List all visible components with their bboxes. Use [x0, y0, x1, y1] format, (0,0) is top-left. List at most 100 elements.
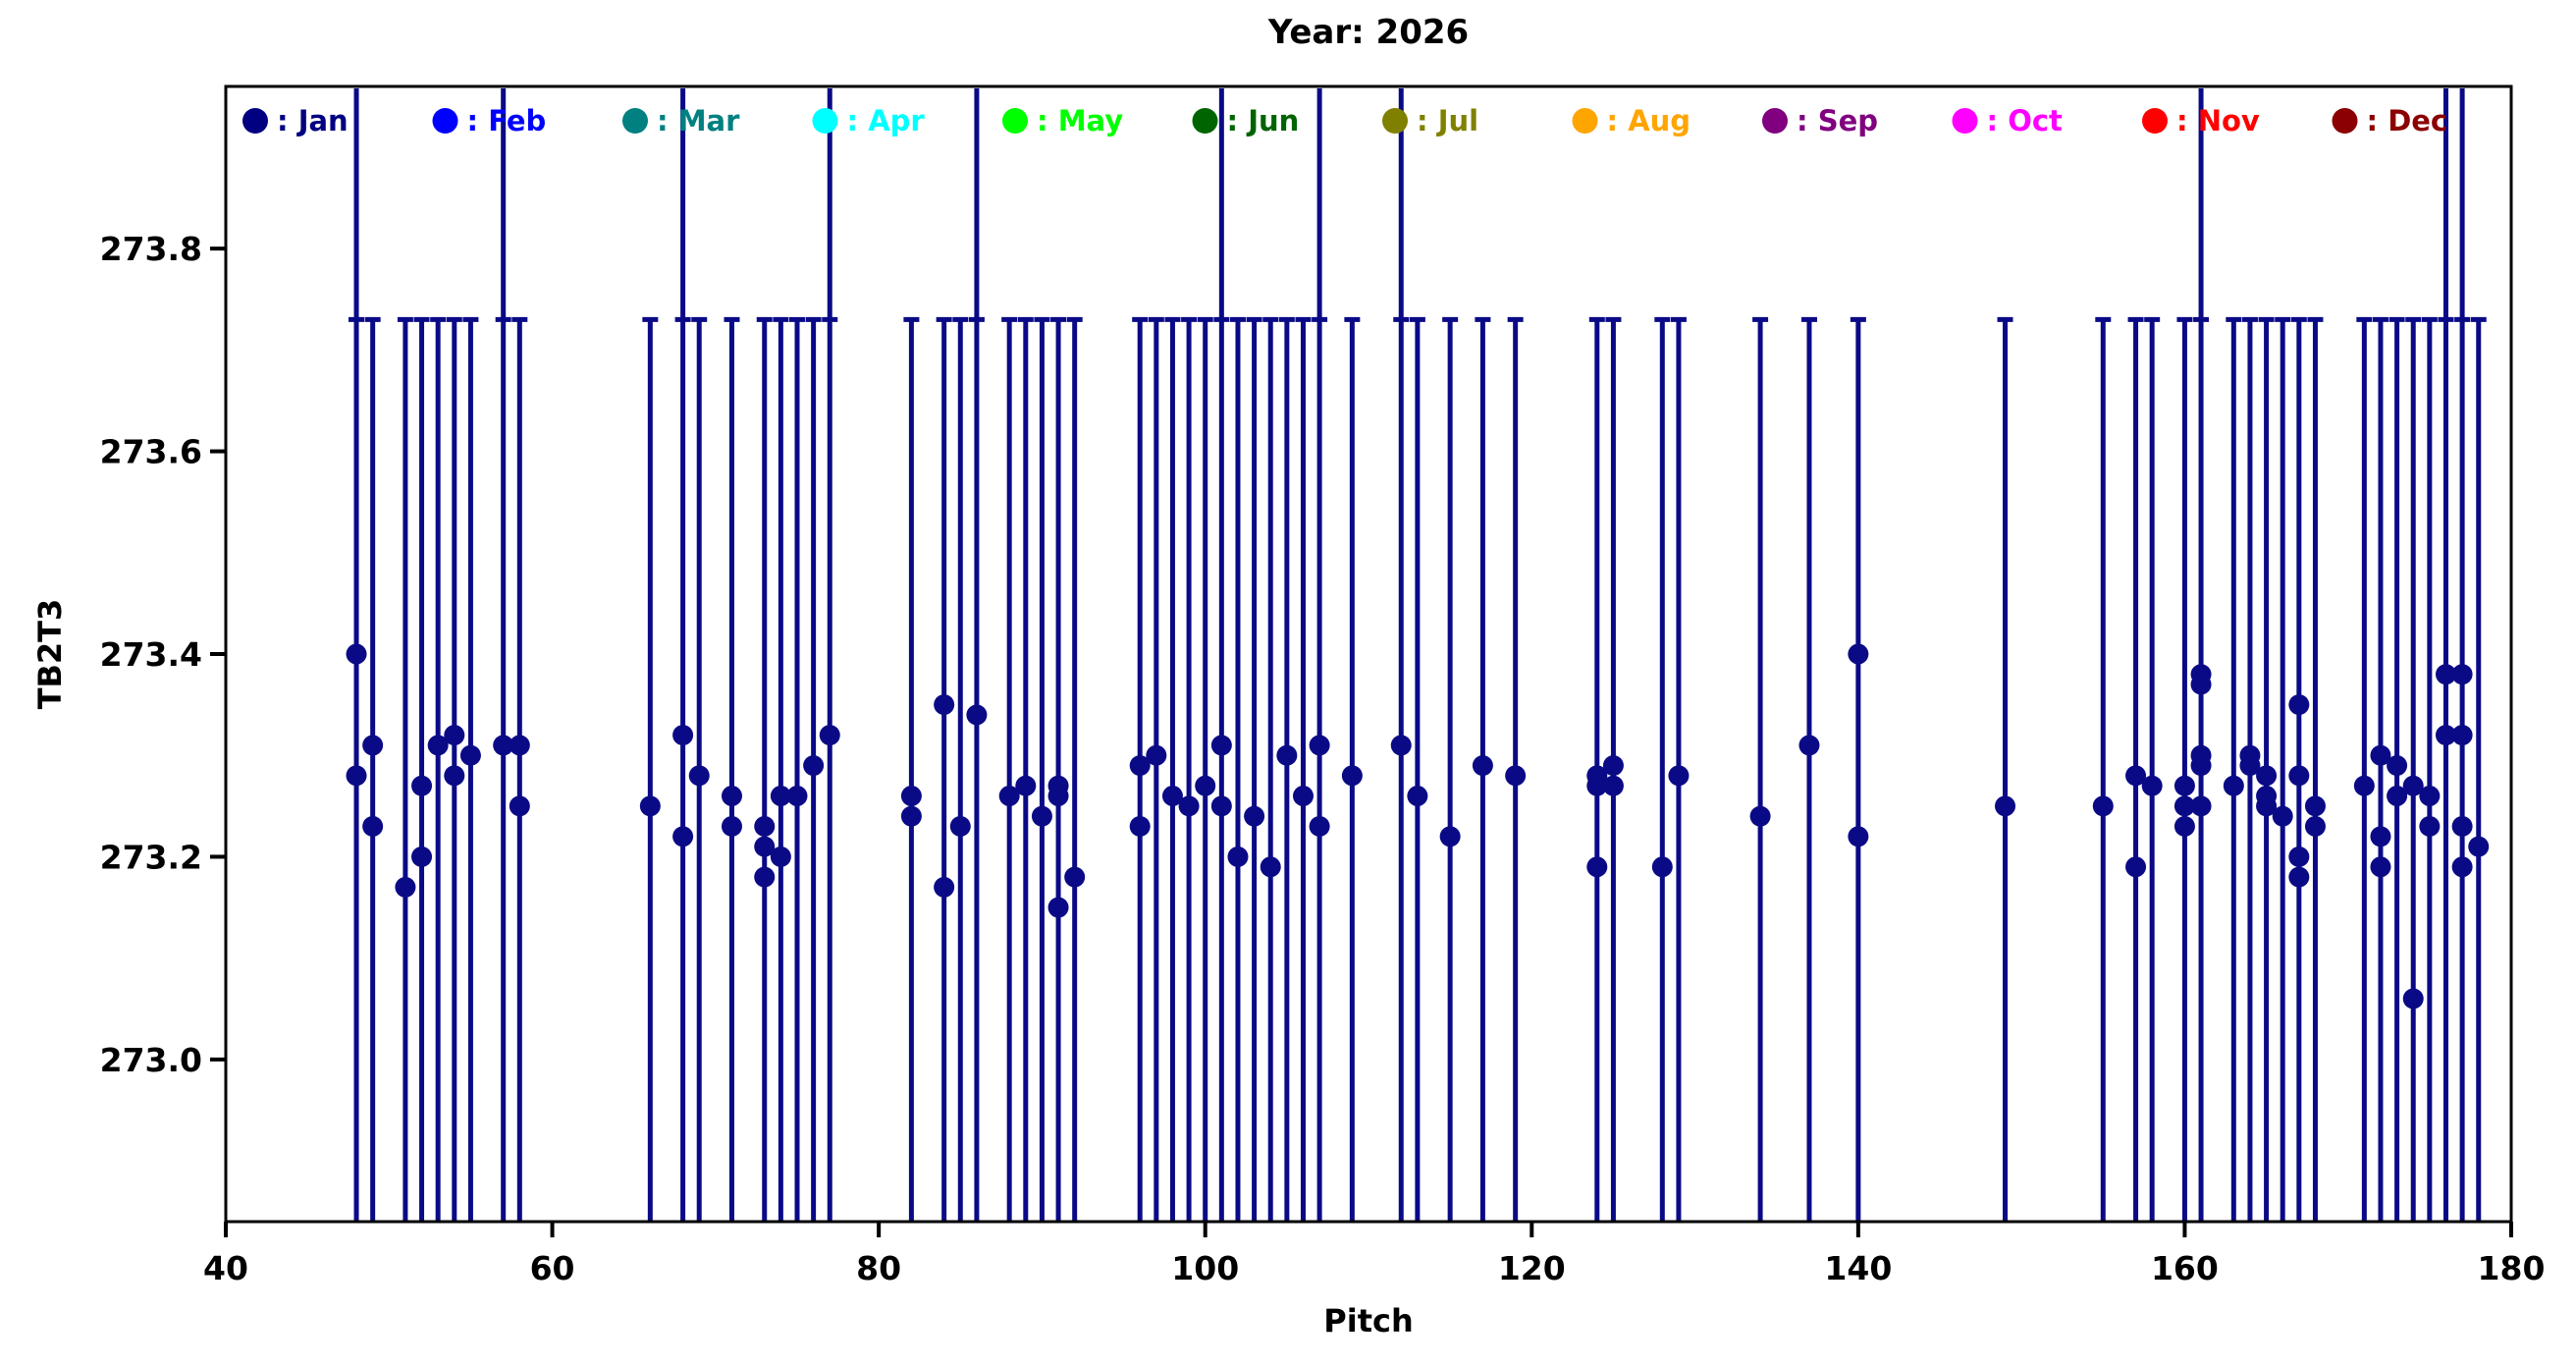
data-point: [1292, 786, 1314, 806]
data-point: [819, 725, 840, 746]
y-tick-label: 273.2: [100, 838, 202, 876]
data-point: [411, 846, 433, 867]
data-point: [2370, 826, 2391, 847]
legend-marker-icon: [1952, 108, 1978, 134]
data-point: [1651, 856, 1673, 878]
data-point: [1195, 775, 1216, 796]
data-point: [1341, 765, 1363, 787]
data-point: [2288, 765, 2310, 787]
data-point: [1390, 735, 1412, 756]
data-point: [2288, 694, 2310, 716]
data-point: [1798, 735, 1820, 756]
data-point: [672, 826, 694, 847]
data-point: [1210, 795, 1232, 817]
data-point: [1047, 786, 1069, 806]
legend-label: : May: [1037, 104, 1123, 137]
data-point: [2402, 988, 2424, 1010]
x-axis-ticks: 40 60 80 100 120 140 160 180: [203, 1222, 2545, 1287]
data-point: [721, 786, 742, 806]
data-point: [395, 876, 416, 898]
data-point: [509, 795, 530, 817]
legend-label: : Jan: [277, 104, 349, 137]
data-point: [2256, 765, 2278, 787]
legend-marker-icon: [1382, 108, 1408, 134]
data-point: [1129, 755, 1151, 777]
legend-item-sep: : Sep: [1762, 104, 1878, 137]
data-point: [1227, 846, 1249, 867]
data-point: [362, 735, 384, 756]
data-point: [2288, 866, 2310, 888]
data-point: [2190, 795, 2212, 817]
data-point: [2141, 775, 2163, 796]
data-point: [1210, 735, 1232, 756]
data-point: [2190, 674, 2212, 695]
y-tick-label: 273.0: [100, 1041, 202, 1079]
data-point: [1047, 897, 1069, 918]
data-point: [934, 694, 955, 716]
x-tick-label: 80: [856, 1249, 901, 1287]
data-point: [444, 725, 465, 746]
data-point: [2451, 725, 2473, 746]
x-tick-label: 180: [2478, 1249, 2546, 1287]
data-point: [459, 744, 481, 766]
data-point: [493, 735, 514, 756]
data-point: [1276, 744, 1298, 766]
data-point: [2370, 744, 2391, 766]
legend-marker-icon: [2142, 108, 2168, 134]
data-point: [1505, 765, 1527, 787]
legend-item-jul: : Jul: [1382, 104, 1478, 137]
legend-item-jun: : Jun: [1192, 104, 1299, 137]
legend-label: : Feb: [467, 104, 547, 137]
data-point: [2353, 775, 2375, 796]
legend-label: : Apr: [847, 104, 926, 137]
data-point: [1848, 643, 1869, 665]
data-point: [2304, 795, 2326, 817]
legend-item-jan: : Jan: [242, 104, 349, 137]
x-tick-label: 120: [1498, 1249, 1566, 1287]
data-point: [1064, 866, 1086, 888]
data-point: [1602, 775, 1624, 796]
data-point: [2451, 856, 2473, 878]
data-point: [770, 846, 791, 867]
data-point: [2288, 846, 2310, 867]
x-tick-label: 40: [203, 1249, 248, 1287]
data-point: [2387, 755, 2408, 777]
data-point: [1407, 786, 1428, 806]
chart-title: Year: 2026: [1267, 13, 1469, 52]
data-point: [754, 836, 776, 857]
data-point: [786, 786, 808, 806]
data-point: [444, 765, 465, 787]
data-point: [2174, 815, 2195, 837]
data-point: [803, 755, 825, 777]
legend-label: : Sep: [1797, 104, 1878, 137]
data-point: [1031, 805, 1052, 827]
data-point: [754, 815, 776, 837]
data-point: [1309, 735, 1330, 756]
data-point: [1848, 826, 1869, 847]
marker-layer: [346, 643, 2490, 1010]
legend-marker-icon: [1002, 108, 1028, 134]
data-point: [934, 876, 955, 898]
data-point: [2125, 856, 2147, 878]
data-point: [688, 765, 710, 787]
data-point: [1472, 755, 1493, 777]
y-tick-label: 273.8: [100, 230, 202, 268]
data-point: [1995, 795, 2016, 817]
legend-item-may: : May: [1002, 104, 1123, 137]
legend-label: : Mar: [657, 104, 740, 137]
data-point: [1749, 805, 1771, 827]
data-point: [2256, 795, 2278, 817]
data-point: [1586, 775, 1608, 796]
data-point: [2174, 795, 2195, 817]
data-point: [2435, 664, 2456, 685]
legend-label: : Nov: [2176, 104, 2260, 137]
data-point: [2468, 836, 2490, 857]
x-tick-label: 140: [1824, 1249, 1892, 1287]
legend-marker-icon: [1762, 108, 1788, 134]
legend-marker-icon: [432, 108, 458, 134]
data-point: [1146, 744, 1167, 766]
legend-item-apr: : Apr: [812, 104, 926, 137]
legend-marker-icon: [622, 108, 648, 134]
